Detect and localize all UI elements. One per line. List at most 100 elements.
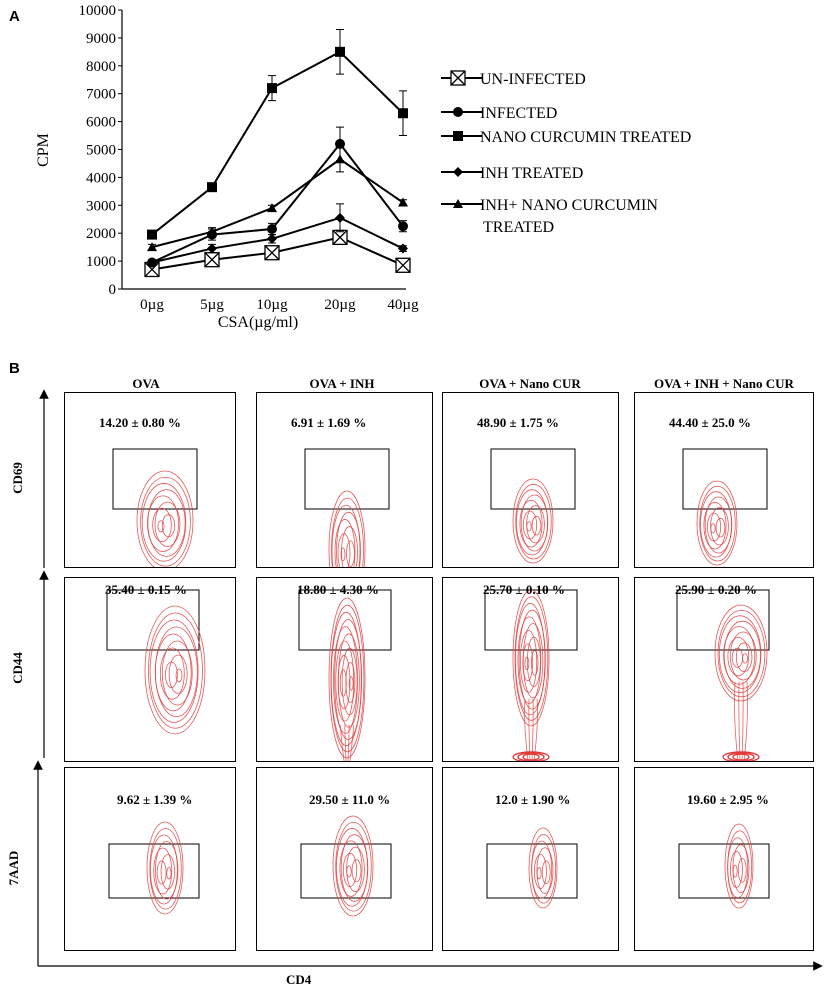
legend-marker-2 bbox=[453, 131, 463, 141]
contour-line bbox=[149, 828, 182, 910]
data-point-3-4 bbox=[398, 243, 408, 254]
contour-plot bbox=[486, 827, 578, 909]
contour-line bbox=[541, 860, 551, 885]
x-tick-label-2: 10µg bbox=[256, 297, 288, 313]
contour-plot bbox=[678, 823, 770, 909]
contour-line bbox=[328, 597, 366, 759]
contour-plot bbox=[484, 589, 578, 761]
contour-line bbox=[332, 815, 374, 917]
contour-line bbox=[531, 515, 542, 536]
gate-box bbox=[678, 843, 770, 899]
contour-line bbox=[337, 654, 351, 710]
data-point-2-2 bbox=[267, 83, 277, 94]
contour-line bbox=[724, 823, 754, 909]
contour-line bbox=[328, 490, 366, 567]
legend-marker-4 bbox=[453, 199, 463, 208]
row-label-7aad: 7AAD bbox=[6, 850, 21, 886]
contour-line bbox=[699, 485, 736, 562]
contour-line bbox=[531, 840, 553, 899]
contour-line bbox=[331, 504, 361, 567]
contour-line bbox=[141, 483, 187, 562]
data-point-4-1 bbox=[207, 226, 217, 236]
legend-label-4: INH+ NANO CURCUMIN TREATED bbox=[480, 197, 658, 236]
y-tick-label-0: 0 bbox=[109, 282, 117, 298]
column-title-ova-inh-nano-cur: OVA + INH + Nano CUR bbox=[654, 376, 794, 391]
contour-line bbox=[335, 640, 355, 722]
contour-line bbox=[156, 860, 167, 885]
data-point-0-3 bbox=[332, 229, 348, 246]
data-point-0-2 bbox=[264, 245, 280, 261]
contour-tail bbox=[349, 725, 354, 761]
data-point-3-3 bbox=[335, 212, 345, 223]
gate-box bbox=[484, 589, 578, 651]
legend-marker-3 bbox=[453, 167, 463, 177]
contour-line bbox=[512, 478, 554, 564]
y-tick-label-9: 9000 bbox=[86, 31, 116, 47]
contour-line bbox=[727, 636, 750, 677]
y-tick-label-5: 5000 bbox=[86, 143, 116, 159]
contour-line bbox=[149, 834, 178, 905]
contour-line bbox=[346, 540, 355, 567]
y-tick-label-10: 10000 bbox=[79, 3, 117, 19]
contour-line bbox=[526, 521, 532, 532]
x-tick-label-1: 5µg bbox=[200, 297, 224, 313]
series-line-2 bbox=[151, 50, 404, 236]
flow-plot-cd69-2: 48.90 ± 1.75 % bbox=[442, 392, 619, 568]
contour-line bbox=[144, 605, 206, 735]
contour-line bbox=[159, 647, 185, 700]
contour-line bbox=[710, 523, 716, 534]
contour-line bbox=[175, 668, 183, 683]
contour-plot bbox=[112, 448, 198, 567]
flow-plot-7aad-2: 12.0 ± 1.90 % bbox=[442, 767, 619, 951]
contour-line bbox=[161, 514, 176, 538]
contour-debris bbox=[512, 751, 550, 761]
x-tick-label-4: 40µg bbox=[387, 297, 419, 313]
contour-line bbox=[714, 604, 768, 702]
contour-line bbox=[339, 669, 347, 697]
contour-line bbox=[717, 609, 766, 698]
contour-line bbox=[146, 821, 184, 915]
contour-line bbox=[351, 859, 362, 883]
contour-line bbox=[168, 654, 188, 694]
data-point-3-2 bbox=[267, 233, 277, 244]
contour-line bbox=[735, 642, 753, 672]
y-tick-label-1: 1000 bbox=[86, 254, 116, 270]
contour-line bbox=[512, 589, 550, 727]
contour-debris bbox=[732, 753, 750, 761]
cpm-line-chart: 0 1000 2000 3000 4000 5000 6000 7000 8000 9000 100… bbox=[35, 3, 691, 331]
gate-percentage: 35.40 ± 0.15 % bbox=[105, 582, 187, 597]
contour-plot bbox=[490, 448, 576, 564]
data-point-0-4 bbox=[395, 257, 411, 273]
x-axis-title: CSA(µg/ml) bbox=[218, 314, 298, 331]
data-point-4-0 bbox=[147, 242, 157, 252]
contour-line bbox=[348, 676, 354, 691]
gate-percentage: 12.0 ± 1.90 % bbox=[495, 792, 571, 807]
data-point-4-2 bbox=[267, 203, 277, 213]
contour-line bbox=[140, 476, 191, 567]
contour-line bbox=[152, 507, 172, 543]
gate-percentage: 48.90 ± 1.75 % bbox=[477, 415, 559, 430]
contour-line bbox=[331, 497, 364, 567]
contour-line bbox=[165, 661, 178, 689]
contour-line bbox=[340, 834, 369, 902]
gate-percentage: 6.91 ± 1.69 % bbox=[291, 415, 367, 430]
gate-percentage: 19.60 ± 2.95 % bbox=[687, 792, 769, 807]
contour-line bbox=[147, 495, 179, 552]
legend-label-1: INFECTED bbox=[480, 105, 557, 122]
contour-tail bbox=[738, 681, 741, 761]
contour-line bbox=[534, 853, 547, 889]
y-tick-label-2: 2000 bbox=[86, 226, 116, 242]
data-point-2-3 bbox=[335, 46, 345, 57]
column-title-ova: OVA bbox=[132, 376, 160, 391]
contour-line bbox=[334, 619, 363, 740]
data-point-1-4 bbox=[398, 221, 408, 232]
flow-plot-cd69-3: 44.40 ± 25.0 % bbox=[634, 392, 814, 568]
contour-tail bbox=[340, 725, 345, 761]
gate-percentage: 18.80 ± 4.30 % bbox=[297, 582, 379, 597]
legend-label-3: INH TREATED bbox=[480, 165, 583, 182]
contour-plot bbox=[304, 448, 390, 567]
contour-line bbox=[696, 480, 738, 566]
legend-label-2: NANO CURCUMIN TREATED bbox=[480, 129, 691, 146]
y-tick-label-4: 4000 bbox=[86, 170, 116, 186]
contour-line bbox=[155, 841, 179, 900]
